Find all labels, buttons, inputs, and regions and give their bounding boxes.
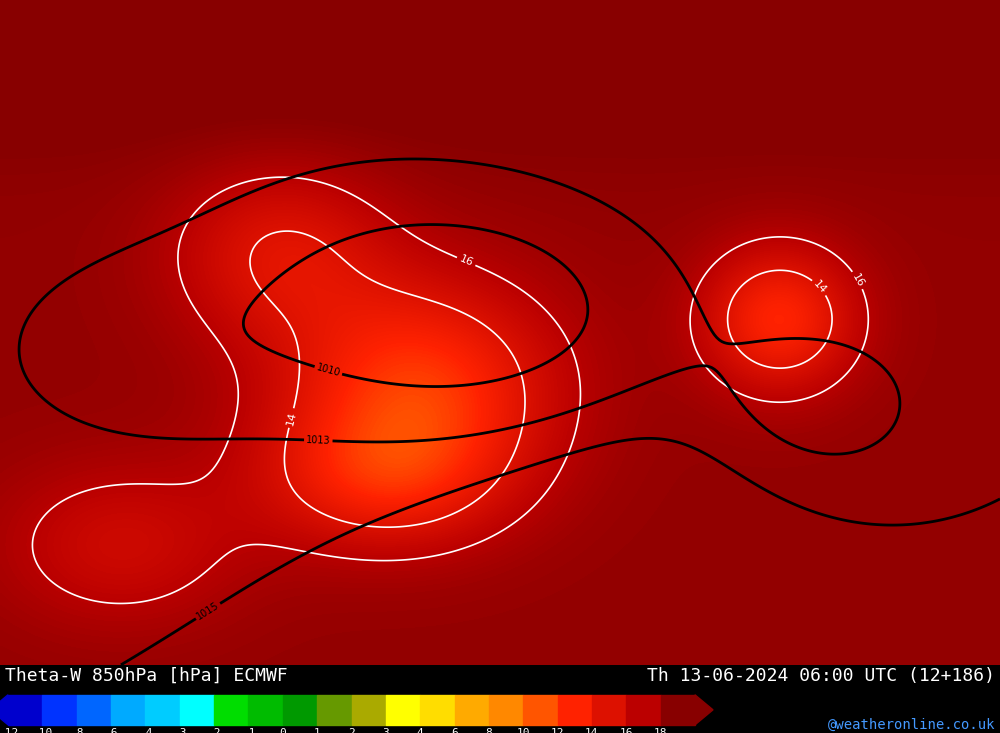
Bar bbox=[386, 695, 420, 725]
Bar bbox=[214, 695, 248, 725]
Text: 14: 14 bbox=[811, 279, 828, 296]
Text: 14: 14 bbox=[285, 410, 298, 426]
Text: 16: 16 bbox=[458, 254, 475, 269]
Bar bbox=[489, 695, 523, 725]
Text: Th 13-06-2024 06:00 UTC (12+186): Th 13-06-2024 06:00 UTC (12+186) bbox=[647, 667, 995, 685]
Text: 0: 0 bbox=[279, 728, 286, 733]
Bar bbox=[248, 695, 283, 725]
Polygon shape bbox=[0, 695, 8, 725]
Text: 18: 18 bbox=[654, 728, 667, 733]
Text: -2: -2 bbox=[207, 728, 221, 733]
Bar bbox=[145, 695, 180, 725]
Text: 1010: 1010 bbox=[315, 362, 341, 379]
Bar bbox=[455, 695, 489, 725]
Text: 1: 1 bbox=[314, 728, 321, 733]
Bar bbox=[8, 695, 42, 725]
Text: @weatheronline.co.uk: @weatheronline.co.uk bbox=[828, 718, 995, 732]
Text: 2: 2 bbox=[348, 728, 355, 733]
Text: 16: 16 bbox=[850, 272, 866, 289]
Bar bbox=[111, 695, 145, 725]
Text: 1015: 1015 bbox=[195, 600, 221, 622]
Text: 6: 6 bbox=[451, 728, 458, 733]
Bar bbox=[661, 695, 695, 725]
Text: -10: -10 bbox=[32, 728, 52, 733]
Bar bbox=[317, 695, 352, 725]
Bar bbox=[523, 695, 558, 725]
Text: -8: -8 bbox=[70, 728, 83, 733]
Text: 1013: 1013 bbox=[306, 435, 331, 446]
Bar bbox=[420, 695, 455, 725]
Bar bbox=[42, 695, 77, 725]
Text: -4: -4 bbox=[139, 728, 152, 733]
Text: 3: 3 bbox=[382, 728, 389, 733]
Text: 16: 16 bbox=[620, 728, 633, 733]
Bar bbox=[352, 695, 386, 725]
Text: 12: 12 bbox=[551, 728, 564, 733]
Text: 8: 8 bbox=[486, 728, 492, 733]
Text: -6: -6 bbox=[104, 728, 118, 733]
Bar bbox=[180, 695, 214, 725]
Bar bbox=[77, 695, 111, 725]
Text: -12: -12 bbox=[0, 728, 18, 733]
Text: 10: 10 bbox=[516, 728, 530, 733]
Bar bbox=[283, 695, 317, 725]
Bar bbox=[558, 695, 592, 725]
Bar bbox=[626, 695, 661, 725]
Text: 4: 4 bbox=[417, 728, 424, 733]
Text: -3: -3 bbox=[173, 728, 186, 733]
Polygon shape bbox=[695, 695, 713, 725]
Bar bbox=[592, 695, 626, 725]
Text: Theta-W 850hPa [hPa] ECMWF: Theta-W 850hPa [hPa] ECMWF bbox=[5, 667, 288, 685]
Text: -1: -1 bbox=[242, 728, 255, 733]
Text: 14: 14 bbox=[585, 728, 599, 733]
